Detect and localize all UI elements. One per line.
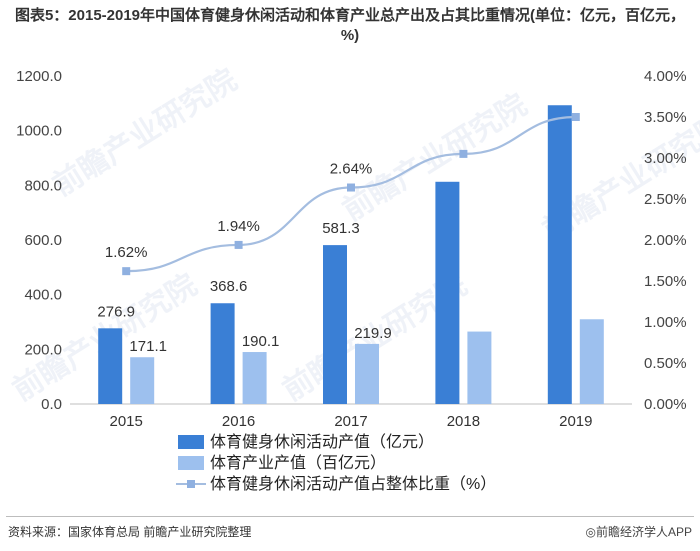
bar-series2 xyxy=(242,352,267,404)
data-label-series1: 368.6 xyxy=(210,278,248,295)
y2-tick-label: 1.50% xyxy=(644,273,687,290)
y-tick-label: 1000.0 xyxy=(16,123,62,140)
watermark-text: 前瞻产业研究院 xyxy=(47,62,243,202)
data-label-series3: 1.94% xyxy=(217,218,260,235)
data-label-series2: 171.1 xyxy=(129,338,167,355)
chart-area: 前瞻产业研究院前瞻产业研究院前瞻产业研究院前瞻产业研究院前瞻产业研究院0.020… xyxy=(0,46,700,516)
bar-series1 xyxy=(98,328,123,404)
line-marker xyxy=(571,113,580,121)
line-marker xyxy=(122,267,131,276)
data-label-series1: 581.3 xyxy=(322,220,360,237)
x-tick-label: 2017 xyxy=(334,413,367,430)
y2-tick-label: 1.00% xyxy=(644,314,687,331)
y-tick-label: 600.0 xyxy=(24,232,62,249)
y-tick-label: 0.0 xyxy=(41,396,62,413)
y2-tick-label: 0.00% xyxy=(644,396,687,413)
bar-series1 xyxy=(210,303,235,404)
legend-label-series3: 体育健身休闲活动产值占整体比重（%） xyxy=(210,475,496,493)
y-tick-label: 1200.0 xyxy=(16,68,62,85)
line-marker xyxy=(347,183,355,192)
bar-series1 xyxy=(547,105,572,404)
chart-svg: 前瞻产业研究院前瞻产业研究院前瞻产业研究院前瞻产业研究院前瞻产业研究院0.020… xyxy=(7,62,700,493)
bar-series2 xyxy=(355,343,379,404)
footer: 资料来源：国家体育总局 前瞻产业研究院整理 ◎前瞻经济学人APP xyxy=(0,521,700,545)
bar-series1 xyxy=(323,245,347,404)
legend-label-series2: 体育产业产值（百亿元） xyxy=(210,454,386,472)
brand-logo-text: ◎前瞻经济学人APP xyxy=(585,525,692,539)
bar-series1 xyxy=(435,181,460,404)
data-label-series2: 219.9 xyxy=(354,325,392,342)
legend-swatch-series1 xyxy=(178,435,204,449)
line-marker xyxy=(234,240,243,249)
y2-tick-label: 3.00% xyxy=(644,150,687,167)
y-tick-label: 400.0 xyxy=(24,287,62,304)
y2-tick-label: 3.50% xyxy=(644,109,687,126)
y-tick-label: 800.0 xyxy=(24,177,62,194)
source-note: 资料来源：国家体育总局 前瞻产业研究院整理 xyxy=(8,525,252,539)
bar-series2 xyxy=(130,357,155,404)
data-label-series2: 190.1 xyxy=(242,333,280,350)
y2-tick-label: 4.00% xyxy=(644,68,687,85)
y2-tick-label: 2.50% xyxy=(644,191,687,208)
line-marker xyxy=(459,149,468,158)
y2-tick-label: 0.50% xyxy=(644,355,687,372)
data-label-series3: 1.62% xyxy=(105,244,148,261)
footer-divider xyxy=(6,516,694,517)
x-tick-label: 2016 xyxy=(222,413,255,430)
data-label-series1: 276.9 xyxy=(97,303,135,320)
legend-label-series1: 体育健身休闲活动产值（亿元） xyxy=(210,433,434,451)
x-tick-label: 2019 xyxy=(559,413,592,430)
legend-swatch-series2 xyxy=(178,456,204,470)
y-tick-label: 200.0 xyxy=(24,341,62,358)
bar-series2 xyxy=(579,319,604,404)
bar-series2 xyxy=(467,331,492,404)
x-tick-label: 2018 xyxy=(447,413,480,430)
chart-title: 图表5：2015-2019年中国体育健身休闲活动和体育产业总产出及占其比重情况(… xyxy=(14,7,686,44)
y2-tick-label: 2.00% xyxy=(644,232,687,249)
legend-marker-series3 xyxy=(187,480,195,488)
x-tick-label: 2015 xyxy=(110,413,143,430)
data-label-series3: 2.64% xyxy=(330,161,373,178)
